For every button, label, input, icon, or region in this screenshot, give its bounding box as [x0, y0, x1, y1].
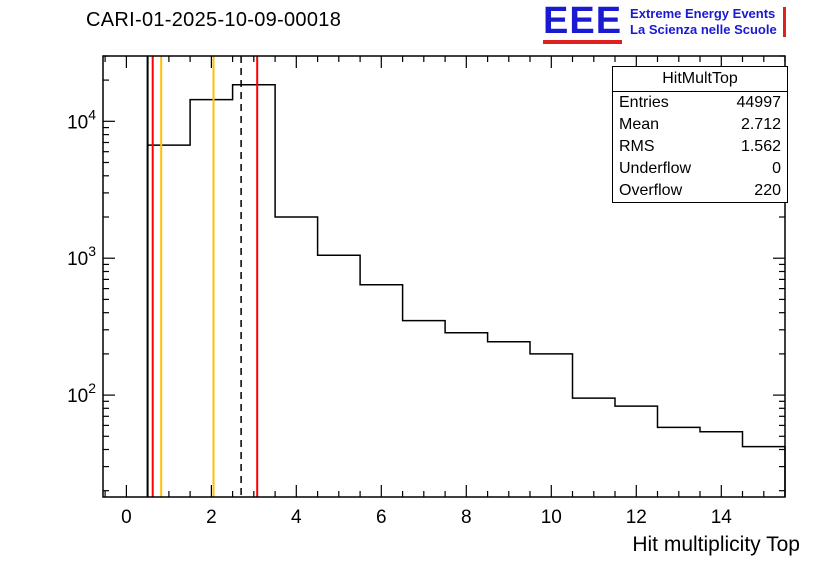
stats-title: HitMultTop: [613, 67, 787, 92]
x-tick-label: 2: [206, 507, 217, 528]
x-tick-label: 8: [461, 507, 472, 528]
eee-logo: EEE Extreme Energy Events La Scienza nel…: [543, 0, 786, 44]
stats-row-mean: Mean 2.712: [619, 116, 781, 133]
x-tick-label: 6: [376, 507, 387, 528]
stats-box: HitMultTop Entries 44997 Mean 2.712 RMS 1.5…: [612, 66, 788, 203]
histogram-step-path: [146, 83, 786, 497]
x-tick-label: 0: [121, 507, 132, 528]
page-title: CARI-01-2025-10-09-00018: [86, 9, 342, 31]
x-tick-label: 12: [626, 507, 647, 528]
eee-logo-letters: EEE: [543, 0, 623, 44]
eee-logo-text: Extreme Energy Events La Scienza nelle S…: [630, 3, 777, 38]
logo-red-bar: [782, 7, 786, 37]
x-tick-label: 10: [541, 507, 562, 528]
x-axis-title: Hit multiplicity Top: [632, 533, 800, 556]
marker-lines: [146, 56, 259, 497]
logo-line2: La Scienza nelle Scuole: [630, 22, 777, 37]
plot-frame: [102, 55, 786, 498]
histogram-line: [146, 83, 786, 497]
stats-row-entries: Entries 44997: [619, 94, 781, 111]
y-tick-label: 102: [67, 380, 96, 407]
x-tick-label: 14: [711, 507, 733, 528]
stats-row-overflow: Overflow 220: [619, 182, 781, 199]
stats-row-underflow: Underflow 0: [619, 160, 781, 177]
stats-row-rms: RMS 1.562: [619, 138, 781, 155]
x-tick-label: 4: [291, 507, 302, 528]
y-tick-label: 103: [67, 243, 96, 270]
logo-line1: Extreme Energy Events: [630, 6, 776, 21]
y-tick-label: 104: [67, 106, 96, 133]
axis-tick-labels: 0 2 4 6 8 10 12 14 102 103 104: [67, 106, 732, 528]
